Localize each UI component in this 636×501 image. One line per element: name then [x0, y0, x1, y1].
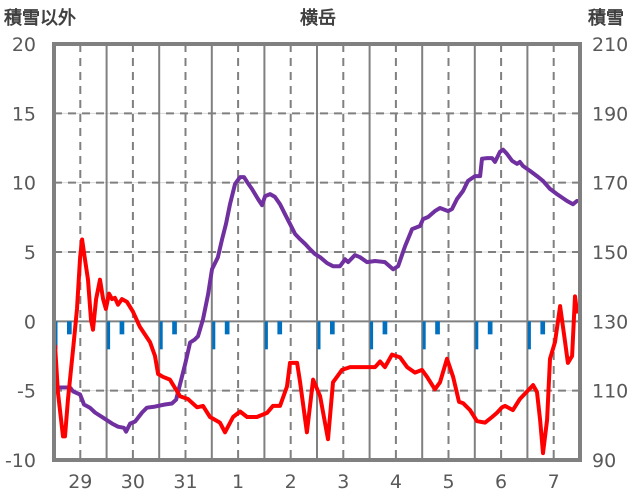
y-right-tick-label: 90 [592, 450, 616, 472]
temperature-line [53, 237, 579, 456]
y-left-tick-label: 20 [12, 34, 36, 56]
x-tick-label: 6 [495, 471, 507, 493]
y-left-tick-label: 0 [24, 311, 36, 333]
y-left-tick-label: -10 [5, 450, 36, 472]
series-lines [52, 147, 579, 456]
y-right-tick-label: 130 [592, 311, 628, 333]
y-left-tick-label: 15 [12, 103, 36, 125]
chart-title: 横岳 [300, 7, 336, 29]
y-right-tick-label: 210 [592, 34, 628, 56]
right-axis-title: 積雪 [587, 7, 624, 29]
x-tick-label: 1 [232, 471, 244, 493]
y-left-tick-label: -5 [17, 381, 36, 403]
y-right-tick-label: 170 [592, 173, 628, 195]
x-tick-label: 7 [548, 471, 560, 493]
y-left-tick-label: 5 [24, 242, 36, 264]
y-right-tick-label: 150 [592, 242, 628, 264]
y-right-tick-label: 110 [592, 381, 628, 403]
x-tick-label: 4 [390, 471, 402, 493]
y-left-tick-label: 10 [12, 173, 36, 195]
x-tick-label: 5 [442, 471, 454, 493]
x-tick-label: 29 [68, 471, 92, 493]
y-right-tick-label: 190 [592, 103, 628, 125]
x-tick-label: 31 [173, 471, 197, 493]
x-tick-label: 2 [285, 471, 297, 493]
snow_depth-line [52, 147, 579, 434]
x-tick-label: 30 [121, 471, 145, 493]
left-axis-title: 積雪以外 [3, 7, 76, 29]
grid [54, 44, 580, 460]
plot-frame [52, 42, 582, 462]
x-tick-label: 3 [337, 471, 349, 493]
blue-markers [54, 321, 546, 350]
